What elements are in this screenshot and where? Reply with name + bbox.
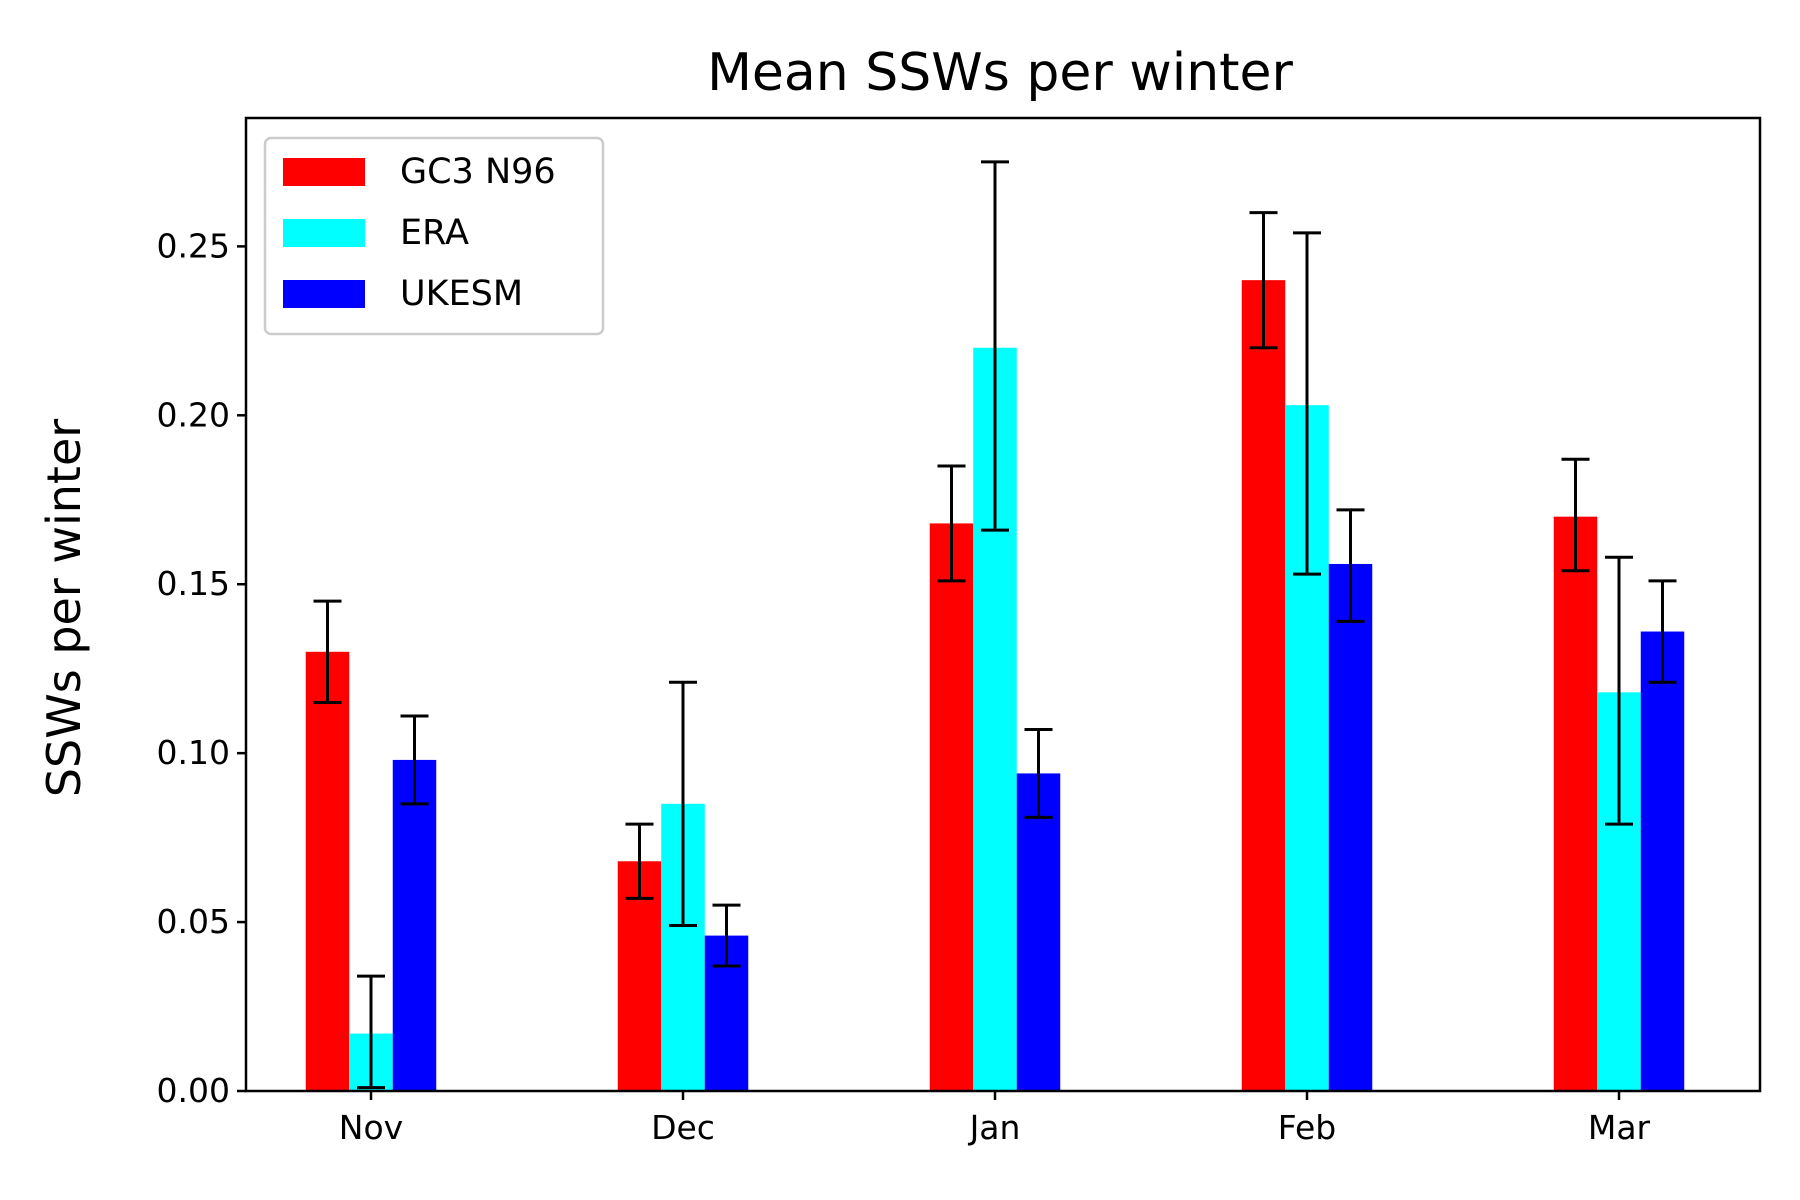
x-tick-label-nov: Nov bbox=[339, 1108, 403, 1147]
legend-items: GC3 N96 ERA UKESM bbox=[283, 152, 556, 314]
legend-item-gc3-n96: GC3 N96 bbox=[283, 152, 556, 192]
bar-gc3-n96-jan bbox=[929, 523, 974, 1091]
y-tick-label: 0.00 bbox=[157, 1071, 230, 1110]
error-bar-era-jan bbox=[981, 160, 1009, 532]
error-bar-ukesm-feb bbox=[1336, 508, 1365, 623]
error-bar-era-dec bbox=[669, 680, 697, 927]
legend-swatch-era bbox=[283, 219, 365, 247]
bar-gc3-n96-feb bbox=[1241, 280, 1286, 1091]
error-bar-gc3-n96-feb bbox=[1249, 211, 1278, 350]
y-tick-label: 0.10 bbox=[157, 733, 230, 772]
x-tick-label-mar: Mar bbox=[1588, 1108, 1651, 1147]
bar-ukesm-feb bbox=[1328, 563, 1373, 1091]
y-tick-label: 0.20 bbox=[157, 395, 230, 434]
bar-ukesm-jan bbox=[1016, 773, 1061, 1091]
error-bar-era-feb bbox=[1293, 231, 1321, 576]
legend-label-gc3-n96: GC3 N96 bbox=[400, 152, 556, 192]
legend: GC3 N96 ERA UKESM bbox=[263, 136, 605, 336]
legend-swatch-ukesm bbox=[283, 280, 365, 308]
error-bar-gc3-n96-jan bbox=[937, 464, 966, 583]
axes-layer: 0.00 0.05 0.10 0.15 0.20 0.25 Nov Dec Jan Feb Mar bbox=[157, 116, 1762, 1147]
legend-item-ukesm: UKESM bbox=[283, 274, 523, 314]
legend-label-ukesm: UKESM bbox=[400, 274, 523, 314]
error-bar-ukesm-dec bbox=[712, 903, 741, 968]
error-bar-gc3-n96-mar bbox=[1561, 457, 1590, 573]
chart-title: Mean SSWs per winter bbox=[707, 43, 1293, 103]
bar-gc3-n96-nov bbox=[305, 651, 350, 1091]
y-tick-label: 0.05 bbox=[157, 902, 230, 941]
x-tick-label-dec: Dec bbox=[651, 1108, 715, 1147]
plot-frame bbox=[244, 116, 1762, 1093]
y-axis-label: SSWs per winter bbox=[37, 419, 91, 797]
y-tick-label: 0.25 bbox=[157, 226, 230, 265]
x-tick-label-feb: Feb bbox=[1278, 1108, 1336, 1147]
bar-ukesm-nov bbox=[392, 759, 437, 1091]
legend-label-era: ERA bbox=[400, 213, 469, 253]
error-bar-gc3-n96-dec bbox=[625, 822, 654, 900]
error-bar-ukesm-nov bbox=[400, 714, 429, 806]
error-bars-layer bbox=[313, 160, 1677, 1090]
bars-layer bbox=[305, 280, 1685, 1091]
legend-item-era: ERA bbox=[283, 213, 469, 253]
y-tick-label: 0.15 bbox=[157, 564, 230, 603]
error-bar-era-nov bbox=[357, 974, 385, 1090]
error-bar-ukesm-jan bbox=[1024, 728, 1053, 819]
x-tick-label-jan: Jan bbox=[968, 1108, 1021, 1147]
error-bar-era-mar bbox=[1605, 555, 1633, 826]
bar-gc3-n96-mar bbox=[1553, 516, 1598, 1091]
bar-ukesm-mar bbox=[1640, 631, 1685, 1091]
legend-swatch-gc3-n96 bbox=[283, 158, 365, 186]
error-bar-ukesm-mar bbox=[1648, 579, 1677, 684]
error-bar-gc3-n96-nov bbox=[313, 599, 342, 704]
